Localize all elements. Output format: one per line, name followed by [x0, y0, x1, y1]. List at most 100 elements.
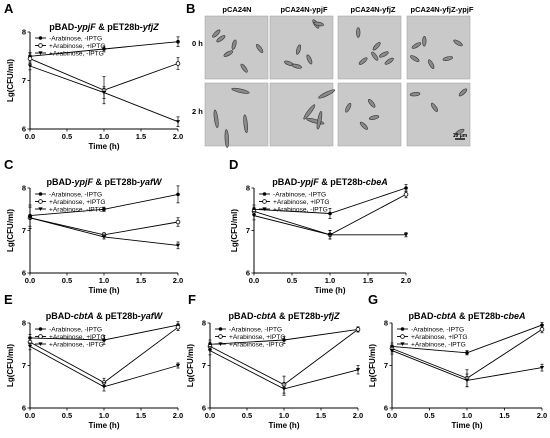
bacterial-cell — [303, 104, 316, 120]
x-tick-label: 1.5 — [136, 276, 146, 285]
marker-filled-circle — [282, 338, 286, 342]
marker-triangle — [464, 378, 470, 383]
bacterial-cell — [358, 57, 368, 65]
chart-panel-d: pBAD-ypjF & pET28b-cbeA 0.0 0.5 1.0 1.5 2.0 6 7… — [230, 177, 411, 295]
chart-title: pBAD-ypjF & pET28b-yafW — [46, 177, 163, 187]
x-tick-label: 2.0 — [173, 411, 183, 420]
y-axis-label: Lg(CFU/ml) — [6, 209, 15, 252]
marker-open-circle — [38, 199, 43, 204]
micro-column-label: pCA24N-yfjZ-ypjF — [411, 5, 474, 14]
y-tick-label: 6 — [22, 404, 26, 413]
bacterial-cell — [345, 102, 352, 113]
marker-triangle — [218, 342, 223, 346]
marker-triangle — [175, 120, 181, 124]
panel-label-a: A — [4, 1, 14, 16]
x-tick-label: 2.0 — [537, 411, 547, 420]
series-line — [29, 217, 179, 246]
y-tick-label: 7 — [22, 361, 26, 370]
marker-triangle — [207, 349, 213, 353]
panel-label-f: F — [188, 292, 196, 307]
x-tick-label: 1.5 — [499, 411, 509, 420]
marker-filled-circle — [102, 207, 106, 212]
panel-label-e: E — [4, 292, 13, 307]
bacterial-cell — [223, 50, 234, 57]
bacterial-cell — [442, 56, 453, 61]
marker-filled-circle — [38, 327, 43, 331]
y-tick-label: 6 — [246, 269, 250, 278]
legend-entry: +Arabinose, -IPTG — [49, 50, 104, 57]
y-tick-label: 8 — [22, 319, 26, 328]
marker-filled-circle — [328, 211, 332, 216]
x-tick-label: 2.0 — [173, 132, 183, 141]
bacterial-cell — [372, 42, 381, 51]
y-tick-label: 8 — [202, 319, 206, 328]
x-tick-label: 1.5 — [316, 411, 326, 420]
marker-triangle — [251, 214, 257, 218]
legend-entry: +Arabinose, +IPTG — [411, 334, 467, 341]
legend-entry: +Arabinose, +IPTG — [49, 334, 105, 341]
micro-column-label: pCA24N-ypjF — [280, 5, 328, 14]
marker-triangle — [27, 64, 33, 68]
chart-title-part: pBAD- — [272, 177, 300, 187]
bacterial-cell — [316, 111, 323, 130]
marker-triangle — [262, 207, 267, 211]
marker-filled-circle — [38, 36, 43, 40]
marker-triangle — [38, 342, 43, 346]
marker-triangle — [327, 233, 333, 237]
x-tick-label: 1.0 — [462, 411, 472, 420]
chart-title-part: yafW — [140, 311, 164, 321]
marker-triangle — [400, 342, 405, 346]
x-tick-label: 0.0 — [205, 411, 215, 420]
legend-entry: +Arabinose, +IPTG — [49, 199, 105, 206]
marker-triangle — [539, 366, 545, 370]
marker-open-circle — [175, 61, 181, 66]
bacterial-cell — [295, 44, 302, 55]
chart-title-part: pBAD- — [49, 22, 77, 32]
bacterial-cell — [367, 98, 376, 108]
x-tick-label: 1.5 — [363, 276, 373, 285]
chart-title-part: & pET28b- — [276, 311, 323, 321]
marker-filled-circle — [465, 350, 469, 355]
marker-triangle — [403, 233, 409, 237]
y-tick-label: 8 — [22, 28, 26, 37]
x-tick-label: 2.0 — [401, 276, 411, 285]
bacterial-cell — [430, 102, 438, 112]
bacterial-cell — [231, 39, 237, 50]
micro-row-label: 2 h — [192, 107, 203, 116]
marker-filled-circle — [218, 327, 223, 331]
micro-column-label: pCA24N-yfjZ — [350, 5, 395, 14]
bacterial-cell — [224, 129, 229, 148]
y-tick-label: 8 — [384, 319, 388, 328]
y-axis-label: Lg(CFU/ml) — [230, 209, 239, 252]
marker-open-circle — [262, 199, 267, 204]
chart-title-part: cbtA — [74, 311, 94, 321]
legend-entry: +Arabinose, -IPTG — [411, 341, 466, 348]
bacterial-cell — [378, 51, 389, 58]
bacterial-cell — [384, 57, 394, 65]
chart-title-part: cbeA — [366, 177, 388, 187]
x-tick-label: 0.0 — [387, 411, 397, 420]
marker-open-circle — [403, 192, 409, 197]
chart-title-part: pBAD- — [46, 311, 74, 321]
panel-label-c: C — [4, 157, 14, 172]
bacterial-cell — [427, 59, 435, 69]
chart-title-part: ypjF — [73, 177, 93, 187]
marker-open-circle — [175, 324, 181, 330]
scale-bar-label: 10 μm — [453, 133, 468, 139]
bacterial-cell — [240, 63, 248, 73]
marker-filled-circle — [262, 192, 267, 196]
micrograph-tile — [337, 82, 402, 147]
x-axis-label: Time (h) — [269, 421, 300, 430]
legend-entry: +Arabinose, -IPTG — [273, 206, 328, 213]
y-axis-label: Lg(CFU/ml) — [6, 344, 15, 387]
x-tick-label: 1.0 — [99, 411, 109, 420]
marker-triangle — [101, 385, 107, 389]
micro-column-label: pCA24N — [222, 5, 251, 14]
chart-title: pBAD-cbtA & pET28b-yfjZ — [228, 311, 340, 321]
micro-row-label: 0 h — [192, 39, 203, 48]
chart-panel-f: pBAD-cbtA & pET28b-yfjZ 0.0 0.5 1.0 1.5 2.0 6 7… — [186, 311, 363, 430]
bacterial-cell — [291, 63, 302, 69]
chart-panel-c: pBAD-ypjF & pET28b-yafW 0.0 0.5 1.0 1.5 2.0 6 7… — [6, 177, 183, 295]
legend-entry: -Arabinose, -IPTG — [49, 191, 102, 198]
chart-title-part: & pET28b- — [456, 311, 503, 321]
